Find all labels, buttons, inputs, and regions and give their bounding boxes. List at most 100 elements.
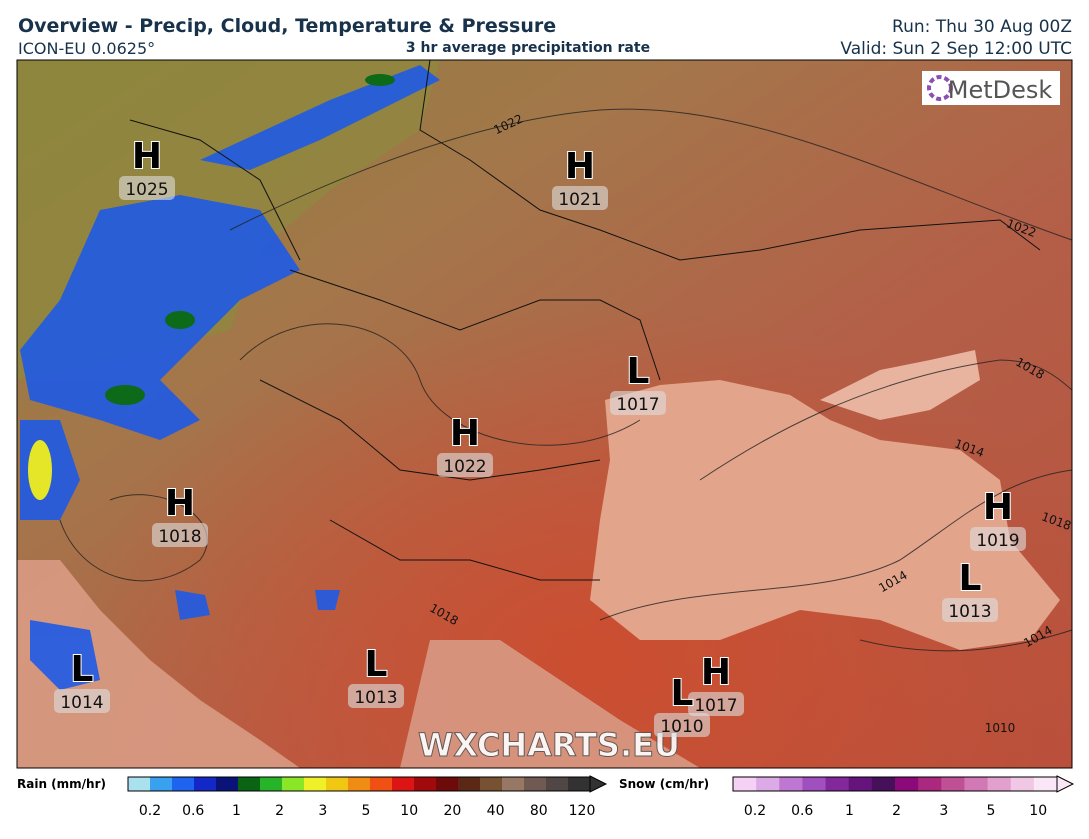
black-sea [590,380,1060,650]
rain-tick-label: 40 [487,803,505,819]
subtitle: 3 hr average precipitation rate [406,40,650,56]
snow-tick-label: 0.6 [791,803,813,819]
rain-tick-label: 5 [362,803,371,819]
pressure-centers: H1025H1021L1017H1022H1018H1019L1013L1014… [54,135,1026,737]
center-symbol: L [627,351,650,392]
sea-of-azov [820,350,980,420]
borders [129,59,1041,581]
center-label-bg [437,453,493,477]
center-value: 1014 [60,693,103,713]
center-symbol: H [165,483,195,524]
legends: 0.2 0.6 1 2 3 5 10 20 40 80 120 0.2 0.6 1 2 3 5 10 [127,775,1075,819]
center-symbol: H [565,146,595,187]
rain-swatch [260,777,283,791]
rain-swatch [414,777,437,791]
center-value: 1022 [443,457,486,477]
center-value: 1010 [660,717,703,737]
snow-swatch [733,777,757,791]
snow-tick-label: 3 [939,803,948,819]
snow-tick-label: 10 [1029,803,1047,819]
snow-tick-label: 2 [892,803,901,819]
valid-time: Valid: Sun 2 Sep 12:00 UTC [840,39,1072,59]
adriatic [17,560,300,768]
rain-arrow [589,775,608,793]
rain-swatch [194,777,217,791]
watermark: WXCHARTS.EU [418,726,680,764]
snow-swatch [987,777,1012,791]
center-value: 1025 [125,180,168,200]
snow-swatch [802,777,827,791]
rain-swatch [348,777,371,791]
center-label-bg [942,598,998,622]
center-symbol: L [365,644,388,685]
heavy-rain [105,74,395,405]
aegean [400,640,700,768]
center-value: 1013 [948,602,991,622]
snow-swatch [848,777,873,791]
center-label-bg [348,684,404,708]
run-time: Run: Thu 30 Aug 00Z [892,17,1072,37]
rain-swatch [172,777,195,791]
center-label-bg [54,689,110,713]
rain-tick-label: 0.2 [139,803,161,819]
rain-swatch [326,777,349,791]
rain-tick-label: 80 [530,803,548,819]
center-label-bg [119,176,175,200]
title: Overview - Precip, Cloud, Temperature & … [18,15,556,37]
rain-tick-label: 120 [569,803,596,819]
rain-tick-label: 20 [443,803,461,819]
model: ICON-EU 0.0625° [18,39,155,58]
rain-swatch [304,777,327,791]
isobar-label: 1010 [985,721,1016,735]
rain-tick-label: 1 [232,803,241,819]
center-label-bg [552,186,608,210]
snow-arrow [1056,775,1075,793]
intense-rain [28,440,52,500]
rain-swatch [282,777,305,791]
rain-swatch [150,777,173,791]
rain-legend-label: Rain (mm/hr) [17,777,106,791]
snow-tick-label: 1 [845,803,854,819]
rain-frame [127,776,591,792]
center-label-bg [152,523,208,547]
center-value: 1021 [558,190,601,210]
center-symbol: H [132,136,162,177]
snow-swatch [825,777,850,791]
snow-swatch [895,777,919,791]
rain-swatch [480,777,503,791]
logo: MetDesk [948,76,1053,104]
rain-swatch [216,777,239,791]
rain-swatch [502,777,525,791]
map-frame [16,59,1073,769]
rain-swatch [392,777,415,791]
logo-icon [927,75,953,101]
rain-swatch [458,777,481,791]
center-symbol: H [701,652,731,693]
snow-swatch [918,777,942,791]
snow-frame [732,776,1058,792]
rain-swatch [568,777,591,791]
snow-tick-label: 0.2 [744,803,766,819]
rain-tick-label: 2 [275,803,284,819]
snow-swatch [941,777,965,791]
map: MetDesk WXCHARTS.EU H1025H1021L1017H1022… [17,59,1073,768]
center-label-bg [970,527,1026,551]
center-label-bg [654,713,710,737]
center-symbol: L [671,673,694,714]
center-symbol: L [71,649,94,690]
rain-swatch [436,777,459,791]
rain-tick-label: 0.6 [182,803,204,819]
rain-tick-label: 3 [318,803,327,819]
center-value: 1019 [976,531,1019,551]
isobars [59,108,1073,652]
snow-swatch [1010,777,1035,791]
center-symbol: H [983,487,1013,528]
center-value: 1018 [158,527,201,547]
center-symbol: L [959,558,982,599]
center-value: 1017 [694,696,737,716]
rain-swatch [370,777,393,791]
rain-areas [20,65,440,690]
center-symbol: H [450,413,480,454]
snow-tick-label: 5 [987,803,996,819]
